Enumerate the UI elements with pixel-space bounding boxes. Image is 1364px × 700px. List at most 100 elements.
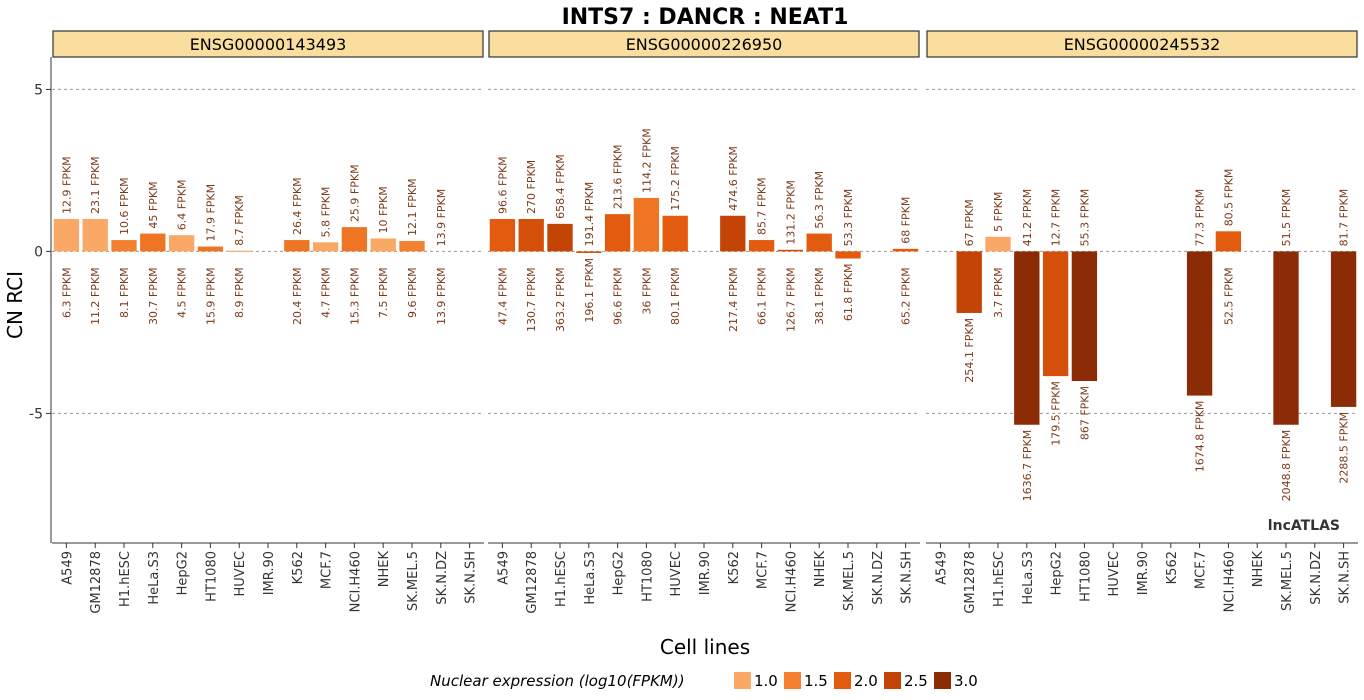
x-tick-label-2-10: NCI.H460 bbox=[1222, 551, 1237, 612]
legend-swatch-4 bbox=[934, 672, 951, 689]
bar-top-label-0-12: 12.1 FPKM bbox=[406, 178, 419, 236]
bar-1-11 bbox=[806, 233, 832, 252]
bar-bottom-label-1-0: 47.4 FPKM bbox=[496, 267, 509, 325]
x-tick-label-1-5: HT1080 bbox=[640, 551, 655, 602]
bar-1-4 bbox=[604, 214, 631, 252]
panel-strip-label-1: ENSG00000226950 bbox=[626, 35, 783, 54]
legend-label-3: 2.5 bbox=[904, 672, 928, 690]
bar-top-label-2-2: 5 FPKM bbox=[992, 192, 1005, 232]
bar-1-0 bbox=[489, 219, 516, 252]
bar-top-label-0-3: 45 FPKM bbox=[147, 181, 160, 228]
bar-top-label-1-2: 658.4 FPKM bbox=[554, 154, 567, 219]
bar-0-2 bbox=[111, 240, 137, 252]
x-tick-label-2-13: SK.N.DZ bbox=[1309, 551, 1324, 605]
x-tick-label-2-3: HeLa.S3 bbox=[1021, 551, 1036, 605]
bar-bottom-label-1-12: 61.8 FPKM bbox=[842, 264, 855, 322]
bar-bottom-label-0-2: 8.1 FPKM bbox=[118, 267, 131, 318]
x-tick-label-0-1: GM12878 bbox=[89, 551, 104, 614]
bar-bottom-label-1-2: 363.2 FPKM bbox=[554, 267, 567, 332]
legend-swatch-0 bbox=[734, 672, 751, 689]
x-tick-label-1-1: GM12878 bbox=[525, 551, 540, 614]
bar-top-label-1-4: 213.6 FPKM bbox=[612, 144, 625, 209]
bar-top-label-2-5: 55.3 FPKM bbox=[1078, 189, 1091, 247]
x-tick-label-0-9: MCF.7 bbox=[320, 551, 335, 589]
bar-0-12 bbox=[399, 241, 425, 252]
bar-bottom-label-2-3: 1636.7 FPKM bbox=[1021, 430, 1034, 502]
bar-2-5 bbox=[1071, 251, 1098, 381]
x-tick-label-2-2: H1.hESC bbox=[992, 551, 1007, 607]
bar-1-6 bbox=[662, 215, 688, 252]
chart-title: INTS7 : DANCR : NEAT1 bbox=[562, 5, 849, 30]
bar-2-4 bbox=[1042, 251, 1069, 377]
panel-1: ENSG00000226950 A549 96.6 FPKM 47.4 FPKM GM1… bbox=[488, 30, 920, 614]
x-tick-label-1-4: HepG2 bbox=[612, 551, 627, 595]
bar-top-label-1-6: 175.2 FPKM bbox=[669, 146, 682, 211]
bar-2-1 bbox=[956, 251, 982, 313]
bar-bottom-label-0-6: 8.9 FPKM bbox=[233, 267, 246, 318]
bar-0-10 bbox=[341, 227, 368, 252]
panel-strip-2 bbox=[926, 30, 1358, 58]
x-tick-label-2-5: HT1080 bbox=[1078, 551, 1093, 602]
bar-top-label-1-3: 191.4 FPKM bbox=[583, 182, 596, 247]
x-tick-label-2-1: GM12878 bbox=[963, 551, 978, 614]
bar-top-label-2-14: 81.7 FPKM bbox=[1338, 189, 1351, 247]
bar-top-label-0-5: 17.9 FPKM bbox=[204, 184, 217, 242]
x-tick-label-0-10: NCI.H460 bbox=[348, 551, 363, 612]
bar-bottom-label-0-10: 15.3 FPKM bbox=[348, 267, 361, 325]
bar-2-12 bbox=[1273, 251, 1299, 425]
bar-top-label-0-8: 26.4 FPKM bbox=[291, 177, 304, 235]
bar-bottom-label-0-5: 15.9 FPKM bbox=[204, 267, 217, 325]
x-tick-label-0-8: K562 bbox=[291, 551, 306, 584]
panel-strip-label-0: ENSG00000143493 bbox=[190, 35, 347, 54]
bar-bottom-label-2-12: 2048.8 FPKM bbox=[1280, 430, 1293, 502]
x-tick-label-2-8: K562 bbox=[1165, 551, 1180, 584]
legend-swatch-1 bbox=[784, 672, 801, 689]
bar-top-label-1-9: 85.7 FPKM bbox=[756, 177, 769, 235]
x-tick-label-1-9: MCF.7 bbox=[756, 551, 771, 589]
panel-strip-1 bbox=[488, 30, 920, 58]
bar-top-label-2-1: 67 FPKM bbox=[963, 199, 976, 246]
bar-0-4 bbox=[168, 235, 195, 252]
bar-bottom-label-1-5: 36 FPKM bbox=[640, 267, 653, 314]
bar-bottom-label-1-9: 66.1 FPKM bbox=[756, 267, 769, 325]
bar-bottom-label-2-4: 179.5 FPKM bbox=[1050, 381, 1063, 446]
bar-top-label-0-11: 10 FPKM bbox=[377, 186, 390, 233]
bar-0-5 bbox=[197, 246, 224, 252]
bar-top-label-0-13: 13.9 FPKM bbox=[435, 189, 448, 247]
bar-top-label-0-1: 23.1 FPKM bbox=[89, 156, 102, 214]
bar-1-14 bbox=[892, 248, 919, 252]
bar-top-label-0-9: 5.8 FPKM bbox=[320, 187, 333, 238]
panels-layer: 5 0 -5 ENSG00000143493 A549 12.9 FPKM 6.3 FPKM… bbox=[29, 30, 1358, 614]
bar-top-label-1-5: 114.2 FPKM bbox=[640, 128, 653, 193]
bar-bottom-label-0-12: 9.6 FPKM bbox=[406, 267, 419, 318]
bar-bottom-label-1-3: 196.1 FPKM bbox=[583, 258, 596, 323]
bar-bottom-label-2-2: 3.7 FPKM bbox=[992, 267, 1005, 318]
bar-bottom-label-0-1: 11.2 FPKM bbox=[89, 267, 102, 325]
bar-bottom-label-0-13: 13.9 FPKM bbox=[435, 267, 448, 325]
bar-2-14 bbox=[1330, 251, 1357, 407]
x-tick-label-0-5: HT1080 bbox=[204, 551, 219, 602]
bar-top-label-1-11: 56.3 FPKM bbox=[813, 171, 826, 229]
x-tick-label-1-2: H1.hESC bbox=[554, 551, 569, 607]
bar-bottom-label-2-9: 1674.8 FPKM bbox=[1194, 401, 1207, 473]
bar-top-label-1-0: 96.6 FPKM bbox=[496, 156, 509, 214]
panel-2: ENSG00000245532 A549 GM12878 67 FPKM 254.1 F… bbox=[926, 30, 1358, 614]
x-tick-label-0-14: SK.N.SH bbox=[464, 551, 479, 604]
x-tick-label-1-3: HeLa.S3 bbox=[583, 551, 598, 605]
bar-bottom-label-2-1: 254.1 FPKM bbox=[963, 318, 976, 383]
legend: Nuclear expression (log10(FPKM)) 1.0 1.5 2… bbox=[430, 672, 978, 690]
x-tick-label-0-13: SK.N.DZ bbox=[435, 551, 450, 605]
bar-bottom-label-1-11: 38.1 FPKM bbox=[813, 267, 826, 325]
watermark-lncatlas: lncATLAS bbox=[1268, 518, 1340, 534]
legend-swatch-2 bbox=[834, 672, 851, 689]
x-tick-label-2-9: MCF.7 bbox=[1194, 551, 1209, 589]
bar-bottom-label-0-8: 20.4 FPKM bbox=[291, 267, 304, 325]
x-tick-label-0-3: HeLa.S3 bbox=[147, 551, 162, 605]
bar-bottom-label-2-14: 2288.5 FPKM bbox=[1338, 412, 1351, 484]
bar-0-1 bbox=[82, 219, 108, 252]
bar-2-2 bbox=[985, 236, 1011, 252]
bar-top-label-1-14: 68 FPKM bbox=[900, 197, 913, 244]
bar-0-6 bbox=[226, 250, 252, 252]
bar-1-2 bbox=[547, 223, 573, 252]
